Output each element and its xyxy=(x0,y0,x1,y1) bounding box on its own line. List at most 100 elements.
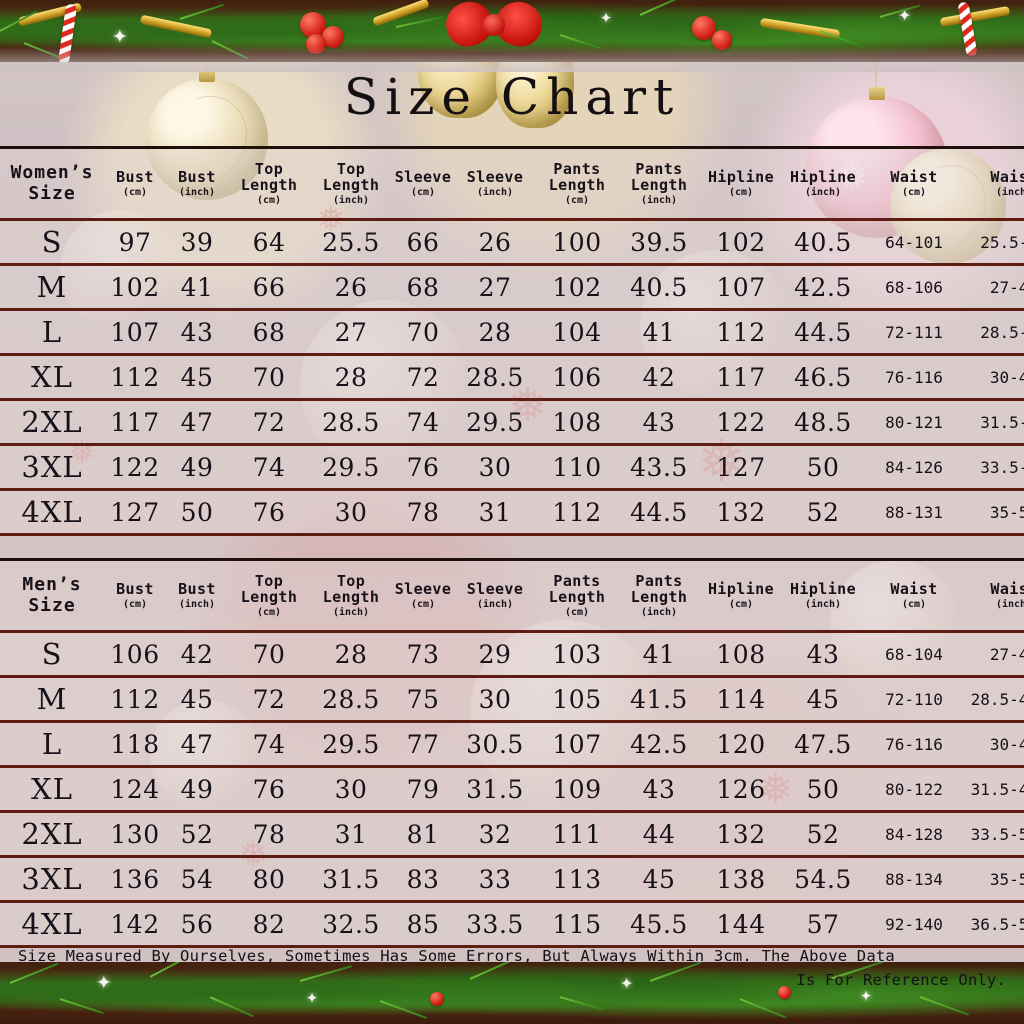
cell: 76 xyxy=(392,443,454,491)
column-header: Hipline (cm) xyxy=(700,558,782,633)
cell: 28.5-44 xyxy=(964,308,1024,356)
cell: 43 xyxy=(618,398,700,446)
column-header: Sleeve (cm) xyxy=(392,558,454,633)
column-header: Bust (inch) xyxy=(166,146,228,221)
table-row: S 97 39 64 25.5 66 26 100 39.5 102 40.5 … xyxy=(0,218,1024,266)
cell: 72-111 xyxy=(864,308,964,356)
cell: 42 xyxy=(618,353,700,401)
cell: 112 xyxy=(700,308,782,356)
cell: 50 xyxy=(782,765,864,813)
bow-icon xyxy=(446,2,542,52)
cell: 77 xyxy=(392,720,454,768)
cell: 80-121 xyxy=(864,398,964,446)
cell: 76-116 xyxy=(864,720,964,768)
mens-table-body: S 106 42 70 28 73 29 103 41 108 43 68-10… xyxy=(0,630,1024,948)
cell: 33 xyxy=(454,855,536,903)
cell: 83 xyxy=(392,855,454,903)
cell: 72 xyxy=(228,398,310,446)
cell: 68 xyxy=(228,308,310,356)
column-header: Pants Length (cm) xyxy=(536,558,618,633)
cell: 109 xyxy=(536,765,618,813)
column-header: Waist (cm) xyxy=(864,146,964,221)
cell: 68-104 xyxy=(864,630,964,678)
cell: 44 xyxy=(618,810,700,858)
cell: 54 xyxy=(166,855,228,903)
cell: 130 xyxy=(104,810,166,858)
mens-size-header: Men’s Size xyxy=(0,558,104,633)
cell: 52 xyxy=(782,488,864,536)
cell: 75 xyxy=(392,675,454,723)
size-label: S xyxy=(0,630,104,678)
berry-icon xyxy=(430,992,444,1006)
cell: 104 xyxy=(536,308,618,356)
cell: 33.5-50.5 xyxy=(964,810,1024,858)
cell: 52 xyxy=(166,810,228,858)
cell: 114 xyxy=(700,675,782,723)
cell: 43 xyxy=(166,308,228,356)
cell: 30 xyxy=(454,443,536,491)
cell: 31.5-48.5 xyxy=(964,765,1024,813)
berry-icon xyxy=(778,986,791,999)
cell: 27 xyxy=(454,263,536,311)
table-row: 3XL 136 54 80 31.5 83 33 113 45 138 54.5… xyxy=(0,855,1024,903)
cell: 107 xyxy=(104,308,166,356)
cell: 112 xyxy=(104,675,166,723)
star-icon: ✦ xyxy=(112,20,128,50)
table-row: 2XL 130 52 78 31 81 32 111 44 132 52 84-… xyxy=(0,810,1024,858)
cell: 111 xyxy=(536,810,618,858)
star-icon: ✦ xyxy=(96,966,112,996)
column-header: Hipline (inch) xyxy=(782,558,864,633)
cell: 27-41 xyxy=(964,630,1024,678)
cell: 76 xyxy=(228,765,310,813)
mens-header-row: Men’s Size Bust (cm) Bust (inch) Top Lengt… xyxy=(0,558,1024,633)
cell: 57 xyxy=(782,900,864,948)
cell: 47 xyxy=(166,720,228,768)
cell: 107 xyxy=(536,720,618,768)
size-label: 2XL xyxy=(0,398,104,446)
size-label: L xyxy=(0,308,104,356)
cell: 27-42 xyxy=(964,263,1024,311)
cell: 33.5-50 xyxy=(964,443,1024,491)
cell: 112 xyxy=(104,353,166,401)
cell: 45 xyxy=(166,675,228,723)
cell: 56 xyxy=(166,900,228,948)
cell: 120 xyxy=(700,720,782,768)
cell: 68-106 xyxy=(864,263,964,311)
cell: 76 xyxy=(228,488,310,536)
cell: 30.5 xyxy=(454,720,536,768)
column-header: Top Length (inch) xyxy=(310,146,392,221)
column-header: Top Length (cm) xyxy=(228,146,310,221)
cell: 80-122 xyxy=(864,765,964,813)
size-label: 3XL xyxy=(0,855,104,903)
womens-size-header: Women’s Size xyxy=(0,146,104,221)
column-header: Hipline (cm) xyxy=(700,146,782,221)
cell: 47 xyxy=(166,398,228,446)
cell: 36.5-55.5 xyxy=(964,900,1024,948)
table-row: XL 124 49 76 30 79 31.5 109 43 126 50 80… xyxy=(0,765,1024,813)
cell: 106 xyxy=(104,630,166,678)
star-icon: ✦ xyxy=(620,970,634,995)
cell: 42.5 xyxy=(618,720,700,768)
cell: 74 xyxy=(392,398,454,446)
cell: 72 xyxy=(392,353,454,401)
cell: 25.5-40 xyxy=(964,218,1024,266)
cell: 64 xyxy=(228,218,310,266)
cell: 46.5 xyxy=(782,353,864,401)
cell: 103 xyxy=(536,630,618,678)
cell: 29.5 xyxy=(310,720,392,768)
table-row: S 106 42 70 28 73 29 103 41 108 43 68-10… xyxy=(0,630,1024,678)
mens-size-table: Men’s Size Bust (cm) Bust (inch) Top Lengt… xyxy=(0,558,1024,948)
cell: 70 xyxy=(228,630,310,678)
top-border-fade xyxy=(0,46,1024,72)
star-icon: ✦ xyxy=(860,982,873,1006)
size-label: M xyxy=(0,263,104,311)
cell: 102 xyxy=(104,263,166,311)
cell: 28.5 xyxy=(310,398,392,446)
cell: 43.5 xyxy=(618,443,700,491)
column-header: Pants Length (inch) xyxy=(618,558,700,633)
cell: 50 xyxy=(782,443,864,491)
cell: 43 xyxy=(618,765,700,813)
size-label: L xyxy=(0,720,104,768)
cell: 28.5 xyxy=(310,675,392,723)
